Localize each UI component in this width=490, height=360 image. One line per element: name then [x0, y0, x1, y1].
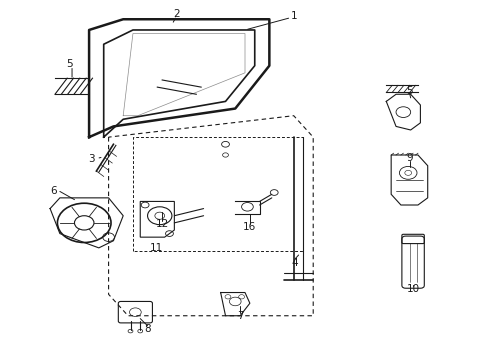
Text: 2: 2 — [173, 9, 180, 19]
Text: 1: 1 — [291, 11, 297, 21]
Text: 5: 5 — [66, 59, 73, 69]
Text: 12: 12 — [155, 219, 169, 229]
Text: 9: 9 — [406, 153, 413, 163]
Text: 10: 10 — [407, 284, 419, 294]
Text: 3: 3 — [88, 154, 95, 164]
Text: 7: 7 — [237, 311, 244, 321]
Text: 5: 5 — [406, 86, 413, 96]
Text: 6: 6 — [50, 186, 57, 197]
Text: 16: 16 — [243, 222, 256, 232]
Text: 8: 8 — [144, 324, 151, 334]
Text: 4: 4 — [292, 258, 298, 268]
Text: 11: 11 — [150, 243, 163, 253]
